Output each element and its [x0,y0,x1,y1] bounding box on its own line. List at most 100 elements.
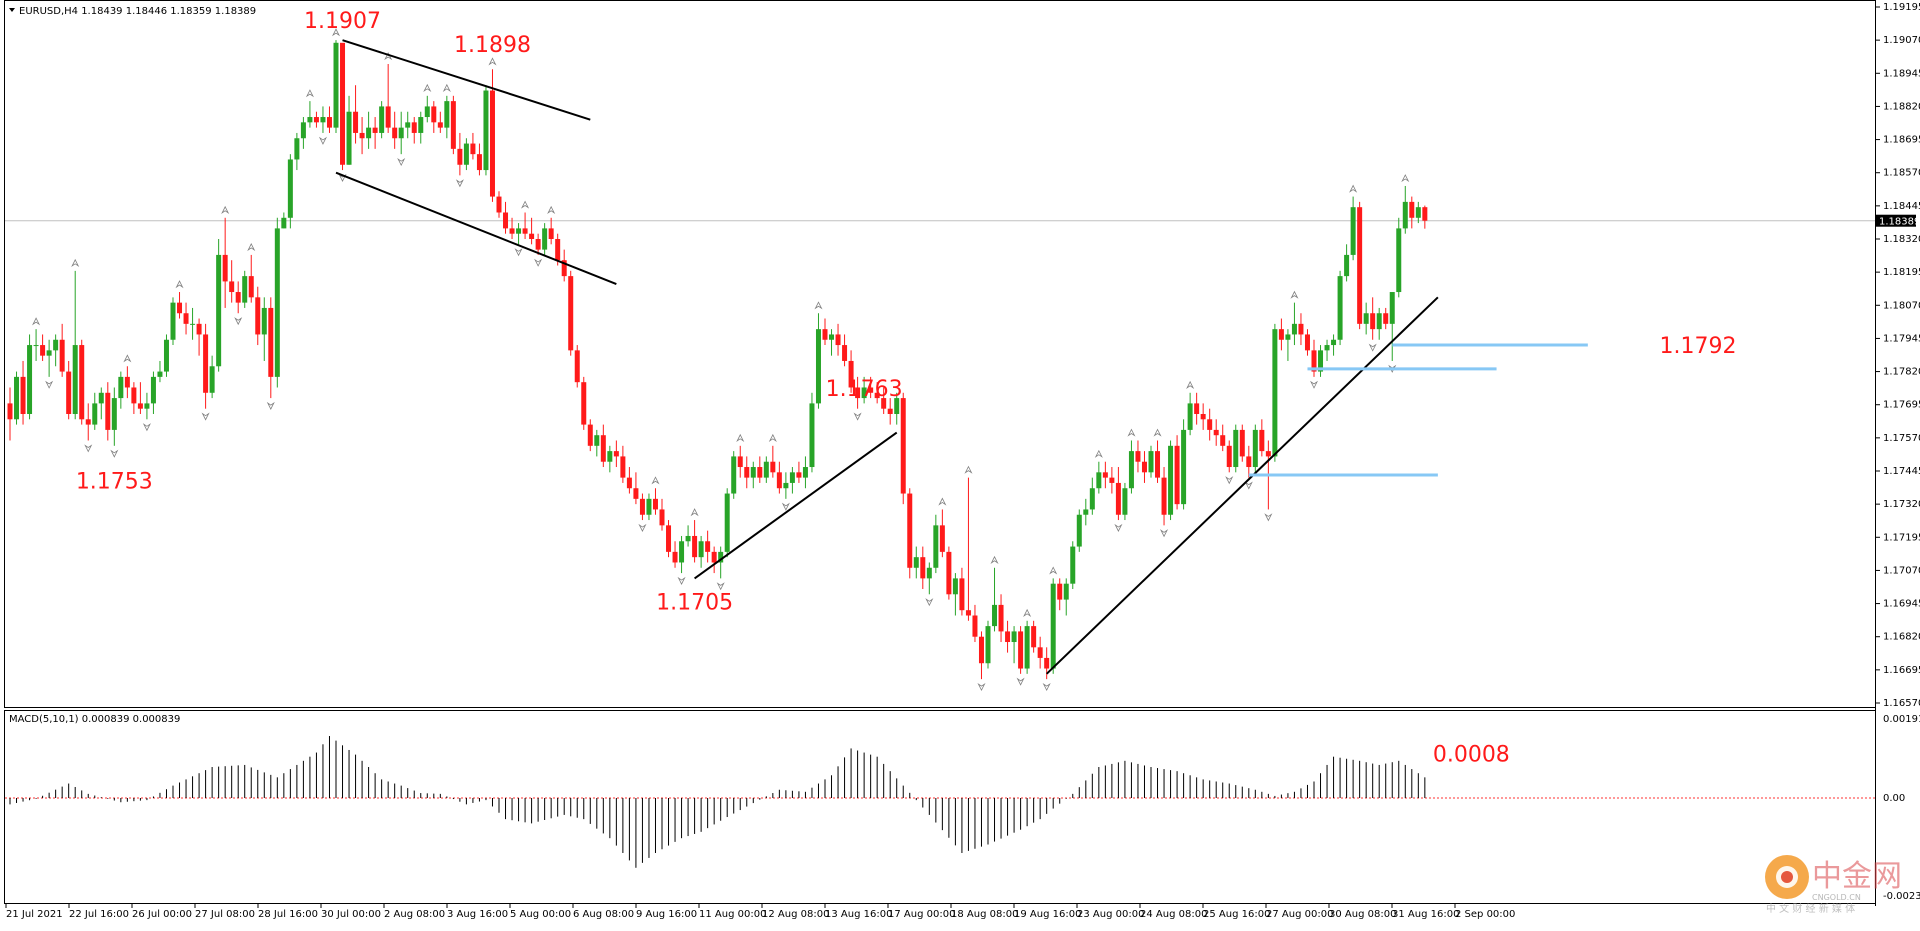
candle-body [372,127,378,133]
candle-body [124,376,130,388]
candle-body [1265,451,1271,457]
fractal-up-icon [768,433,777,442]
candle-body [261,307,267,335]
candle-body [7,403,13,420]
candle-body [150,376,156,404]
price-annotation: 1.1907 [304,9,381,34]
candle-body [1168,445,1174,515]
fractal-down-icon [234,317,243,326]
fractal-up-icon [736,433,745,442]
candle-body [320,117,326,123]
candle-body [1239,429,1245,457]
candle-body [1115,482,1121,515]
candle-body [952,578,958,595]
price-tick-label: 1.18070 [1883,300,1920,311]
candle-body [242,276,248,303]
candle-body [1370,313,1376,330]
time-tick-label: 3 Aug 16:00 [447,909,508,920]
trendline-channel-lower [335,171,617,286]
fractal-up-icon [1153,428,1162,437]
fractal-up-icon [1290,290,1299,299]
fractal-down-icon [110,449,119,458]
time-tick-label: 11 Aug 00:00 [699,909,766,920]
macd-tick-label: 0.00 [1883,793,1905,804]
candle-body [1011,631,1017,643]
price-tick-label: 1.17195 [1883,532,1920,543]
candle-body [1161,477,1167,515]
trendline-support-aug-19 [1045,296,1439,675]
candle-body [333,42,339,128]
price-tick-label: 1.16945 [1883,599,1920,610]
time-tick-label: 19 Aug 16:00 [1014,909,1081,920]
candle-body [1200,413,1206,420]
candle-body [548,228,554,239]
candle-body [555,239,561,261]
candle-body [359,132,365,139]
fractal-down-icon [1160,529,1169,538]
price-tick-label: 1.18820 [1883,101,1920,112]
candle-body [1174,445,1180,505]
candle-body [46,350,52,356]
candle-body [874,392,880,399]
time-tick-label: 9 Aug 16:00 [636,909,697,920]
candle-body [222,254,228,282]
candle-body [920,557,926,579]
time-tick-label: 26 Jul 00:00 [132,909,192,920]
time-tick-label: 5 Aug 00:00 [510,909,571,920]
price-tick-label: 1.19070 [1883,35,1920,46]
candle-body [763,461,769,478]
candle-body [607,451,613,462]
candle-body [496,196,502,213]
candle-body [1357,207,1363,324]
fractal-down-icon [534,258,543,267]
price-tick-label: 1.17070 [1883,565,1920,576]
symbol-dropdown-icon[interactable] [9,8,15,12]
candle-body [1109,477,1115,483]
time-tick-label: 22 Jul 16:00 [69,909,129,920]
candle-body [1076,514,1082,547]
candle-body [144,403,150,409]
candle-body [40,345,46,356]
candle-body [581,382,587,425]
candle-body [366,127,372,139]
fractal-down-icon [677,576,686,585]
candle-body [848,360,854,388]
fractal-down-icon [716,582,725,591]
candle-body [274,228,280,377]
fractal-up-icon [521,200,530,209]
candle-body [731,456,737,494]
fractal-down-icon [1016,677,1025,686]
candle-body [483,90,489,171]
price-tick-label: 1.18195 [1883,267,1920,278]
candle-body [594,435,600,446]
candle-body [600,435,606,462]
fractal-up-icon [305,89,314,98]
candle-body [1135,451,1141,462]
fractal-down-icon [925,598,934,607]
fractal-down-icon [853,412,862,421]
candle-body [392,127,398,139]
fractal-down-icon [142,423,151,432]
fractal-down-icon [977,682,986,692]
candle-body [855,387,861,399]
candle-body [626,477,632,489]
candle-body [809,403,815,468]
candle-body [900,398,906,494]
price-annotation: 1.1705 [656,591,733,616]
candle-body [470,143,476,155]
fractal-down-icon [781,502,790,511]
candle-body [353,111,359,133]
candle-body [157,371,163,377]
candle-body [978,636,984,664]
fractal-down-icon [266,401,275,410]
time-tick-label: 18 Aug 08:00 [951,909,1018,920]
fractal-down-icon [84,444,93,453]
candle-body [111,398,117,430]
candle-body [1350,207,1356,255]
candle-body [20,376,26,414]
time-tick-label: 6 Aug 08:00 [573,909,634,920]
candle-body [255,297,261,335]
candle-body [216,254,222,367]
